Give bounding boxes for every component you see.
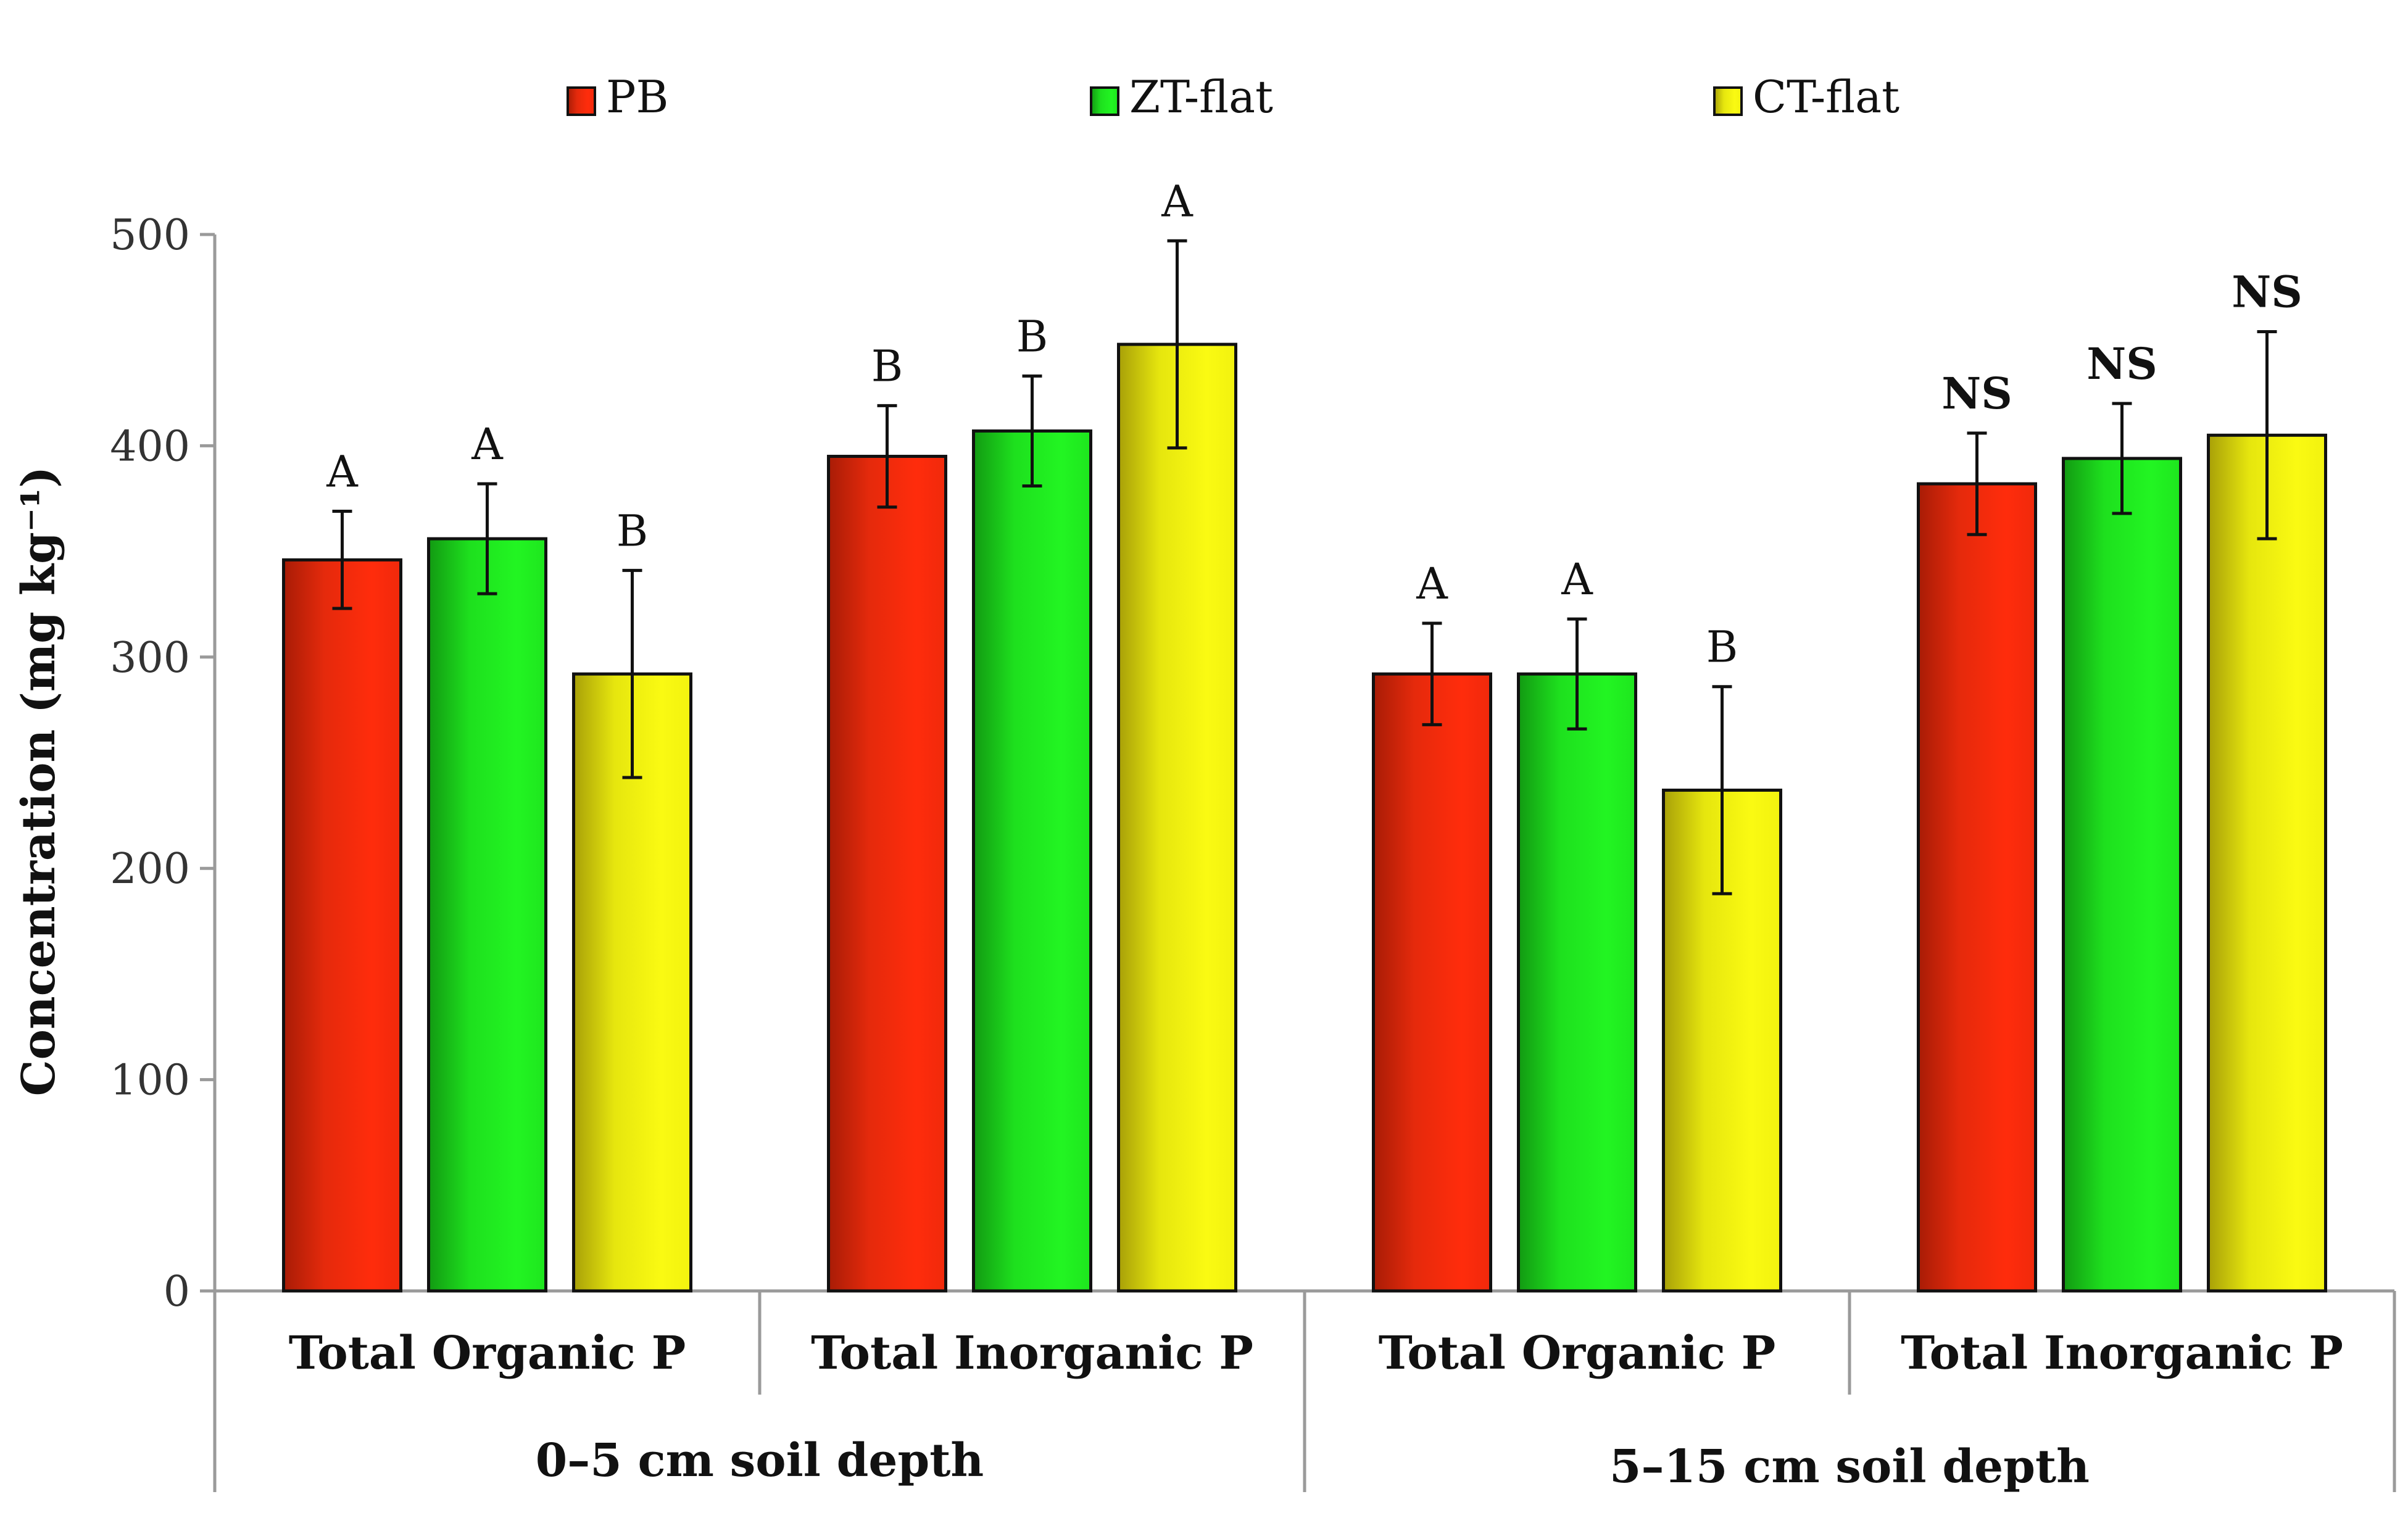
significance-label: B [617, 505, 648, 556]
category-label: Total Inorganic P [811, 1327, 1253, 1380]
group-label: 5–15 cm soil depth [1609, 1440, 2090, 1493]
y-tick-label: 300 [110, 634, 190, 682]
significance-label: A [326, 447, 359, 497]
y-axis-title: Concentration (mg kg⁻¹) [12, 467, 65, 1097]
category-label: Total Organic P [1379, 1327, 1775, 1380]
bar [972, 429, 1092, 1293]
group-label: 0–5 cm soil depth [536, 1434, 984, 1487]
significance-label: NS [1941, 368, 2012, 419]
significance-label: NS [2086, 338, 2157, 389]
significance-label: NS [2232, 267, 2302, 318]
bar [1917, 482, 2037, 1293]
significance-label: B [871, 341, 903, 391]
significance-label: A [1416, 558, 1448, 609]
y-tick-label: 0 [164, 1267, 190, 1316]
legend-swatch [1090, 86, 1119, 116]
bar [282, 558, 402, 1293]
significance-label: A [1161, 176, 1194, 226]
y-tick-label: 500 [110, 211, 190, 260]
legend-label: CT-flat [1753, 71, 1899, 123]
bar [1372, 672, 1492, 1293]
bar [1517, 672, 1637, 1293]
significance-label: A [471, 419, 504, 470]
legend-label: PB [606, 71, 668, 123]
legend-swatch [567, 86, 596, 116]
y-tick-label: 100 [110, 1056, 190, 1105]
bar [2062, 457, 2182, 1293]
y-tick-label: 400 [110, 422, 190, 471]
category-label: Total Organic P [289, 1327, 686, 1380]
bar [2207, 433, 2327, 1293]
category-label: Total Inorganic P [1901, 1327, 2343, 1380]
significance-label: B [1706, 622, 1738, 673]
significance-label: B [1016, 311, 1048, 362]
bar [1117, 342, 1237, 1293]
bar [427, 537, 547, 1293]
legend-label: ZT-flat [1129, 71, 1273, 123]
legend-swatch [1713, 86, 1743, 116]
bar [827, 455, 947, 1293]
y-tick-label: 200 [110, 845, 190, 894]
significance-label: A [1561, 554, 1593, 605]
